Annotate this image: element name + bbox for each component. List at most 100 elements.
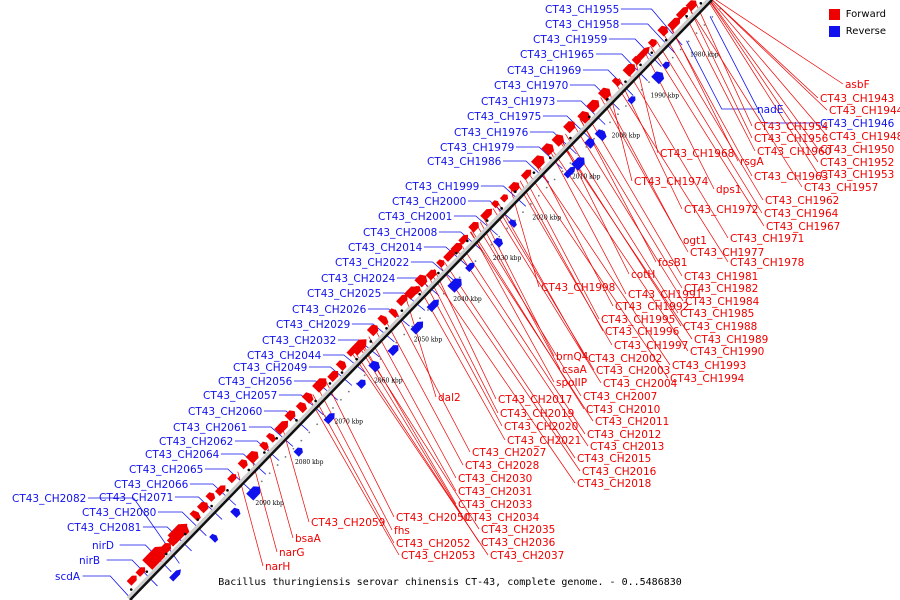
reverse-gene-arrow xyxy=(368,360,381,373)
reverse-gene-label: CT43_CH2014 xyxy=(348,242,423,254)
forward-gene-arrow xyxy=(622,63,636,77)
forward-leader-line xyxy=(650,45,765,227)
forward-leader-line xyxy=(281,425,310,523)
forward-gene-arrow xyxy=(611,77,621,87)
scale-dot xyxy=(276,464,279,466)
forward-leader-line xyxy=(550,148,689,352)
forward-gene-label: CT43_CH2059 xyxy=(311,517,385,529)
reverse-gene-label: CT43_CH2026 xyxy=(292,304,367,316)
forward-leader-line xyxy=(352,353,489,556)
forward-gene-label: CT43_CH2016 xyxy=(582,466,657,478)
scale-label: 2080 kbp xyxy=(295,459,324,466)
reverse-gene-label: CT43_CH2057 xyxy=(203,390,277,402)
scale-label: 2040 kbp xyxy=(453,296,482,303)
forward-gene-label: narG xyxy=(279,547,305,559)
forward-leader-line xyxy=(308,397,400,556)
forward-gene-label: brnQ4 xyxy=(556,351,589,363)
minor-feature xyxy=(210,504,213,508)
forward-gene-label: cotH xyxy=(631,269,655,281)
reverse-gene-label: CT43_CH1970 xyxy=(494,80,568,92)
forward-gene-label: CT43_CH2021 xyxy=(507,435,581,447)
scale-dot xyxy=(711,15,714,18)
scale-dot xyxy=(545,186,548,189)
forward-gene-arrow xyxy=(563,121,576,134)
legend-forward-swatch xyxy=(828,9,840,20)
forward-leader-line xyxy=(427,275,499,414)
scale-dot xyxy=(671,56,674,59)
forward-gene-label: CT43_CH1962 xyxy=(765,195,839,207)
forward-leader-line xyxy=(709,0,819,150)
minor-feature xyxy=(226,489,229,492)
forward-gene-label: CT43_CH1978 xyxy=(730,257,804,269)
forward-leader-line xyxy=(683,11,756,152)
legend-reverse-swatch xyxy=(828,26,840,37)
scale-label: 2020 kbp xyxy=(532,214,561,221)
scale-dot xyxy=(553,178,556,181)
minor-feature xyxy=(263,451,266,454)
forward-gene-arrow xyxy=(284,410,296,422)
scale-dot xyxy=(458,276,461,279)
reverse-gene-arrow xyxy=(323,413,335,425)
reverse-gene-label: nirB xyxy=(79,555,100,567)
forward-leader-line xyxy=(549,149,627,295)
scale-dot xyxy=(316,423,319,426)
forward-leader-line xyxy=(442,259,576,459)
forward-gene-label: CT43_CH1989 xyxy=(694,334,768,346)
forward-gene-arrow xyxy=(551,134,564,147)
forward-gene-label: CT43_CH2036 xyxy=(481,537,556,549)
reverse-gene-label: CT43_CH2008 xyxy=(363,227,437,239)
reverse-gene-label: CT43_CH2056 xyxy=(218,376,293,388)
forward-leader-line xyxy=(600,97,689,253)
scale-dot xyxy=(379,358,382,360)
minor-feature xyxy=(624,80,627,83)
forward-leader-line xyxy=(384,319,464,466)
legend-reverse-label: Reverse xyxy=(845,26,886,37)
forward-leader-line xyxy=(417,285,506,441)
minor-feature xyxy=(369,340,373,343)
forward-gene-label: CT43_CH2053 xyxy=(401,550,475,562)
minor-feature xyxy=(569,136,572,140)
forward-gene-label: CT43_CH1948 xyxy=(829,131,900,143)
forward-gene-label: CT43_CH2015 xyxy=(577,453,651,465)
forward-leader-line xyxy=(469,231,594,422)
forward-gene-label: CT43_CH1982 xyxy=(684,283,758,295)
forward-leader-line xyxy=(527,172,669,379)
scale-dot xyxy=(419,317,421,320)
forward-gene-label: spoIIP xyxy=(556,377,587,389)
forward-gene-label: CT43_CH1985 xyxy=(680,308,754,320)
forward-leader-line xyxy=(579,118,683,289)
reverse-gene-label: CT43_CH2066 xyxy=(114,479,189,491)
forward-leader-line xyxy=(669,26,753,177)
reverse-gene-label: CT43_CH2049 xyxy=(233,362,307,374)
forward-gene-label: CT43_CH1950 xyxy=(820,144,894,156)
scale-dot xyxy=(300,439,303,442)
forward-gene-label: CT43_CH1956 xyxy=(754,133,829,145)
forward-gene-arrow xyxy=(436,259,445,268)
forward-gene-label: CT43_CH2019 xyxy=(500,408,574,420)
reverse-gene-label: CT43_CH1979 xyxy=(440,142,514,154)
forward-leader-line xyxy=(479,221,561,370)
scale-dot xyxy=(292,447,295,450)
minor-feature xyxy=(129,588,133,591)
scale-label: 1990 kbp xyxy=(651,92,680,99)
forward-leader-line xyxy=(614,82,729,263)
forward-gene-arrow xyxy=(266,433,276,443)
scale-dot xyxy=(474,260,477,262)
reverse-gene-label: nadE xyxy=(757,104,783,116)
forward-gene-label: CT43_CH2033 xyxy=(458,499,532,511)
minor-feature xyxy=(400,309,404,312)
scale-dot xyxy=(687,40,690,43)
reverse-gene-label: CT43_CH1973 xyxy=(481,96,555,108)
reverse-gene-label: CT43_CH2025 xyxy=(307,288,381,300)
forward-leader-line xyxy=(688,6,753,139)
forward-gene-arrow xyxy=(425,269,437,281)
reverse-gene-label: CT43_CH2000 xyxy=(392,196,466,208)
scale-dot xyxy=(403,333,406,336)
forward-leader-line xyxy=(655,40,763,214)
forward-gene-arrow xyxy=(126,575,137,586)
forward-leader-line xyxy=(430,272,576,484)
forward-gene-label: CT43_CH2004 xyxy=(603,378,678,390)
forward-gene-arrow xyxy=(520,169,532,181)
reverse-gene-arrow xyxy=(563,166,576,179)
